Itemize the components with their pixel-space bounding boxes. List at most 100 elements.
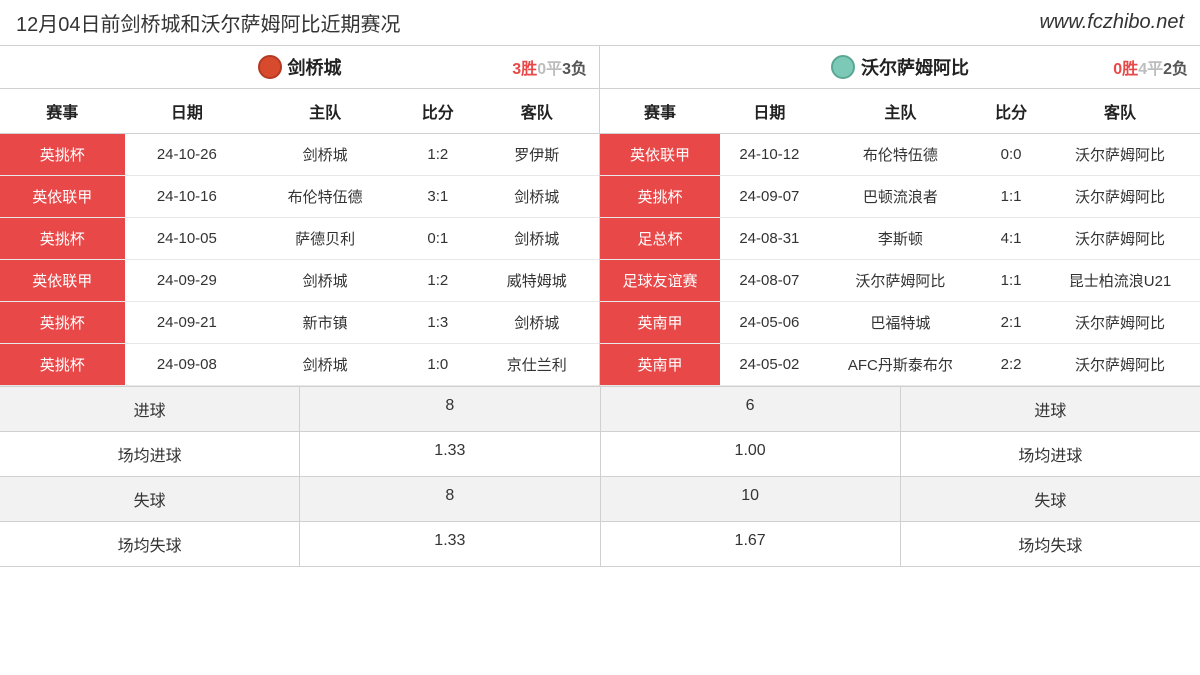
site-url: www.fczhibo.net xyxy=(1039,11,1184,34)
cell-score: 2:2 xyxy=(982,344,1040,386)
col-header: 比分 xyxy=(401,89,474,134)
right-team-name: 沃尔萨姆阿比 xyxy=(861,54,969,80)
cell-date: 24-10-16 xyxy=(125,176,250,218)
summary-cell: 1.33 xyxy=(300,432,600,476)
col-header: 客队 xyxy=(474,89,599,134)
cell-date: 24-05-06 xyxy=(720,302,818,344)
cell-away: 沃尔萨姆阿比 xyxy=(1040,302,1200,344)
cell-score: 2:1 xyxy=(982,302,1040,344)
cell-comp: 英挑杯 xyxy=(600,176,720,218)
table-row: 英挑杯24-09-07巴顿流浪者1:1沃尔萨姆阿比 xyxy=(600,176,1200,218)
table-row: 足总杯24-08-31李斯顿4:1沃尔萨姆阿比 xyxy=(600,218,1200,260)
cell-home: 剑桥城 xyxy=(249,134,401,176)
cell-comp: 足总杯 xyxy=(600,218,720,260)
cell-comp: 英南甲 xyxy=(600,302,720,344)
col-header: 日期 xyxy=(720,89,818,134)
summary-cell: 失球 xyxy=(0,477,300,521)
col-header: 比分 xyxy=(982,89,1040,134)
cell-comp: 英南甲 xyxy=(600,344,720,386)
summary-cell: 场均进球 xyxy=(901,432,1200,476)
cell-score: 3:1 xyxy=(401,176,474,218)
page-title: 12月04日前剑桥城和沃尔萨姆阿比近期赛况 xyxy=(16,8,401,37)
cell-date: 24-08-31 xyxy=(720,218,818,260)
cell-score: 1:2 xyxy=(401,260,474,302)
cell-away: 剑桥城 xyxy=(474,218,599,260)
cell-comp: 足球友谊赛 xyxy=(600,260,720,302)
cell-away: 沃尔萨姆阿比 xyxy=(1040,218,1200,260)
cell-date: 24-08-07 xyxy=(720,260,818,302)
summary-cell: 1.33 xyxy=(300,522,600,566)
cell-date: 24-10-05 xyxy=(125,218,250,260)
table-row: 英挑杯24-10-05萨德贝利0:1剑桥城 xyxy=(0,218,599,260)
cell-away: 京仕兰利 xyxy=(474,344,599,386)
right-losses: 2负 xyxy=(1163,61,1188,78)
cell-score: 1:1 xyxy=(982,176,1040,218)
right-team-header: 沃尔萨姆阿比 0胜4平2负 xyxy=(600,46,1200,89)
table-row: 英依联甲24-10-16布伦特伍德3:1剑桥城 xyxy=(0,176,599,218)
col-header: 主队 xyxy=(819,89,983,134)
cell-score: 1:1 xyxy=(982,260,1040,302)
cell-away: 剑桥城 xyxy=(474,302,599,344)
summary-cell: 场均失球 xyxy=(901,522,1200,566)
cell-away: 沃尔萨姆阿比 xyxy=(1040,134,1200,176)
summary-row: 失球810失球 xyxy=(0,477,1200,522)
cell-home: 剑桥城 xyxy=(249,260,401,302)
cell-home: 剑桥城 xyxy=(249,344,401,386)
col-header: 主队 xyxy=(249,89,401,134)
left-draws: 0平 xyxy=(537,61,562,78)
summary-cell: 1.00 xyxy=(601,432,901,476)
cell-date: 24-09-29 xyxy=(125,260,250,302)
left-panel: 剑桥城 3胜0平3负 赛事日期主队比分客队 英挑杯24-10-26剑桥城1:2罗… xyxy=(0,46,600,386)
cell-score: 0:1 xyxy=(401,218,474,260)
table-row: 英南甲24-05-06巴福特城2:1沃尔萨姆阿比 xyxy=(600,302,1200,344)
cell-date: 24-09-21 xyxy=(125,302,250,344)
summary-cell: 进球 xyxy=(901,387,1200,431)
cell-date: 24-10-26 xyxy=(125,134,250,176)
cell-comp: 英挑杯 xyxy=(0,134,125,176)
summary-cell: 失球 xyxy=(901,477,1200,521)
left-record: 3胜0平3负 xyxy=(512,55,587,79)
left-losses: 3负 xyxy=(562,61,587,78)
cell-comp: 英依联甲 xyxy=(0,176,125,218)
table-row: 英依联甲24-09-29剑桥城1:2威特姆城 xyxy=(0,260,599,302)
cell-score: 1:0 xyxy=(401,344,474,386)
col-header: 赛事 xyxy=(0,89,125,134)
cell-score: 1:3 xyxy=(401,302,474,344)
summary-cell: 进球 xyxy=(0,387,300,431)
cell-home: 布伦特伍德 xyxy=(819,134,983,176)
cell-date: 24-09-07 xyxy=(720,176,818,218)
cell-away: 剑桥城 xyxy=(474,176,599,218)
cell-home: 新市镇 xyxy=(249,302,401,344)
summary-cell: 10 xyxy=(601,477,901,521)
cell-home: 李斯顿 xyxy=(819,218,983,260)
left-team-name: 剑桥城 xyxy=(288,54,342,80)
table-row: 英挑杯24-09-08剑桥城1:0京仕兰利 xyxy=(0,344,599,386)
right-wins: 0胜 xyxy=(1113,61,1138,78)
cell-home: AFC丹斯泰布尔 xyxy=(819,344,983,386)
cell-score: 4:1 xyxy=(982,218,1040,260)
cell-home: 巴顿流浪者 xyxy=(819,176,983,218)
col-header: 日期 xyxy=(125,89,250,134)
right-team-logo-icon xyxy=(831,55,855,79)
summary-table: 进球86进球场均进球1.331.00场均进球失球810失球场均失球1.331.6… xyxy=(0,386,1200,567)
table-row: 英挑杯24-09-21新市镇1:3剑桥城 xyxy=(0,302,599,344)
table-row: 英挑杯24-10-26剑桥城1:2罗伊斯 xyxy=(0,134,599,176)
table-row: 足球友谊赛24-08-07沃尔萨姆阿比1:1昆士柏流浪U21 xyxy=(600,260,1200,302)
right-table: 赛事日期主队比分客队 英依联甲24-10-12布伦特伍德0:0沃尔萨姆阿比英挑杯… xyxy=(600,89,1200,386)
summary-cell: 8 xyxy=(300,387,600,431)
cell-date: 24-05-02 xyxy=(720,344,818,386)
col-header: 赛事 xyxy=(600,89,720,134)
summary-cell: 1.67 xyxy=(601,522,901,566)
cell-date: 24-09-08 xyxy=(125,344,250,386)
cell-away: 威特姆城 xyxy=(474,260,599,302)
cell-comp: 英依联甲 xyxy=(600,134,720,176)
left-wins: 3胜 xyxy=(512,61,537,78)
cell-away: 沃尔萨姆阿比 xyxy=(1040,344,1200,386)
summary-row: 场均进球1.331.00场均进球 xyxy=(0,432,1200,477)
col-header: 客队 xyxy=(1040,89,1200,134)
left-team-logo-icon xyxy=(258,55,282,79)
cell-home: 萨德贝利 xyxy=(249,218,401,260)
cell-away: 沃尔萨姆阿比 xyxy=(1040,176,1200,218)
cell-away: 罗伊斯 xyxy=(474,134,599,176)
table-row: 英依联甲24-10-12布伦特伍德0:0沃尔萨姆阿比 xyxy=(600,134,1200,176)
